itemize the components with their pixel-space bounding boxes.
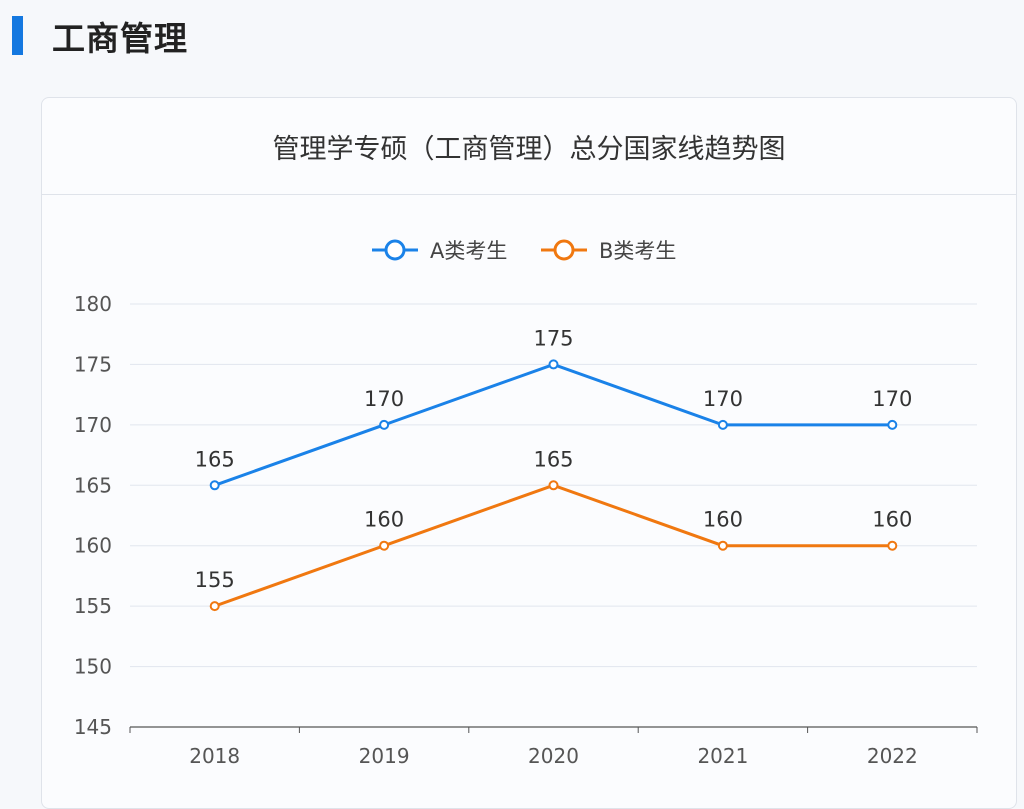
legend-label: B类考生 [599,239,676,263]
x-tick-label: 2019 [359,744,410,768]
legend-marker [553,239,575,261]
data-point [717,419,728,430]
data-point [379,540,390,551]
y-tick-label: 165 [74,473,112,497]
data-label: 160 [872,508,912,532]
data-label: 160 [703,508,743,532]
data-point [209,480,220,491]
data-point [548,480,559,491]
data-label: 170 [703,387,743,411]
data-label: 165 [195,447,235,471]
data-point [209,601,220,612]
y-tick-label: 160 [74,534,112,558]
y-tick-label: 175 [74,352,112,376]
legend-label: A类考生 [430,239,507,263]
data-point [379,419,390,430]
data-point [887,540,898,551]
y-tick-label: 145 [74,715,112,739]
chart-header: 管理学专硕（工商管理）总分国家线趋势图 [42,98,1016,195]
x-tick-label: 2021 [697,744,748,768]
data-point [548,359,559,370]
legend-marker [384,239,406,261]
data-label: 170 [872,387,912,411]
x-tick-label: 2022 [867,744,918,768]
y-tick-label: 170 [74,413,112,437]
section-accent-bar [12,16,23,55]
data-label: 170 [364,387,404,411]
data-point [887,419,898,430]
y-tick-label: 155 [74,594,112,618]
data-label: 175 [533,326,573,350]
x-tick-label: 2018 [189,744,240,768]
chart-card: 管理学专硕（工商管理）总分国家线趋势图 [41,97,1017,809]
data-label: 165 [533,447,573,471]
x-tick-label: 2020 [528,744,579,768]
y-tick-label: 150 [74,655,112,679]
data-label: 160 [364,508,404,532]
data-label: 155 [195,568,235,592]
y-tick-label: 180 [74,292,112,316]
chart-title: 管理学专硕（工商管理）总分国家线趋势图 [272,133,786,165]
section-title: 工商管理 [52,19,188,58]
data-point [717,540,728,551]
